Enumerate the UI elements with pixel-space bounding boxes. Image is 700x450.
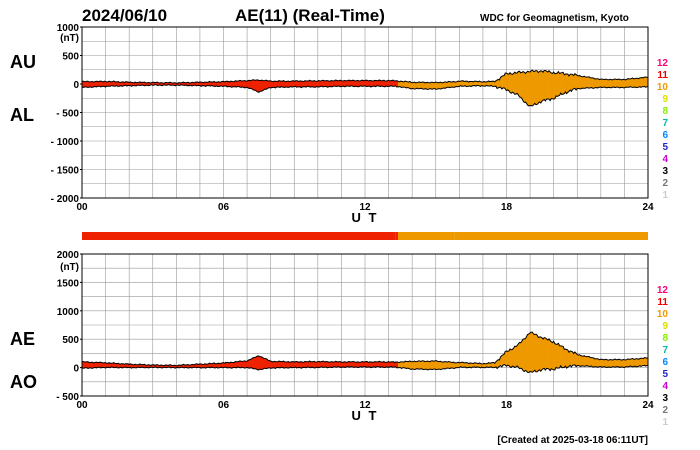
- y-tick-label: - 1000: [51, 137, 80, 148]
- station-count-label: 5: [662, 369, 668, 380]
- station-count-label: 12: [657, 58, 669, 69]
- grid-lines: [81, 253, 649, 397]
- y-tick-label: - 2000: [51, 194, 80, 205]
- x-tick-label: 06: [218, 202, 230, 213]
- series-line-al: [81, 84, 649, 107]
- station-count-label: 5: [662, 142, 668, 153]
- y-tick-label: - 500: [56, 109, 79, 120]
- station-count-label: 2: [662, 405, 668, 416]
- x-tick-label: 12: [359, 400, 371, 411]
- station-count-label: 7: [662, 118, 668, 129]
- created-timestamp: [Created at 2025-03-18 06:11UT]: [497, 435, 648, 446]
- station-count-label: 11: [657, 297, 668, 308]
- station-count-label: 6: [662, 357, 668, 368]
- y-tick-label: 2000: [57, 250, 80, 261]
- series-line-ae: [81, 331, 649, 367]
- grid-lines: [81, 26, 649, 199]
- x-tick-label: 06: [218, 400, 230, 411]
- x-tick-label: 00: [76, 202, 88, 213]
- y-tick-label: 1000: [57, 23, 80, 34]
- y-tick-label: 1000: [57, 307, 80, 318]
- station-count-label: 1: [662, 190, 668, 201]
- station-count-label: 9: [662, 94, 668, 105]
- series-label-ae: AE: [10, 329, 35, 349]
- series-label-al: AL: [10, 105, 34, 125]
- x-axis-label: U T: [352, 408, 379, 423]
- coverage-segment: [395, 232, 399, 240]
- station-count-label: 11: [657, 70, 668, 81]
- x-tick-label: 12: [359, 202, 371, 213]
- y-tick-label: - 1500: [51, 166, 80, 177]
- y-tick-label: 500: [62, 335, 79, 346]
- series-label-ao: AO: [10, 372, 37, 392]
- station-count-label: 3: [662, 166, 668, 177]
- x-tick-label: 00: [76, 400, 88, 411]
- x-tick-label: 18: [501, 202, 513, 213]
- au-al-panel: 1000 500 0 - 500 - 1000 - 1500 - 2000 (nT) 00 06 1…: [10, 23, 668, 225]
- chart-title: AE(11) (Real-Time): [235, 6, 385, 25]
- station-count-label: 8: [662, 333, 668, 344]
- y-tick-label: 500: [62, 52, 79, 63]
- plot-frame: [81, 253, 649, 397]
- coverage-segment: [454, 232, 648, 240]
- x-axis-label: U T: [352, 210, 379, 225]
- series-line-ao: [81, 364, 648, 374]
- y-tick-label: - 500: [56, 392, 79, 403]
- station-count-label: 3: [662, 393, 668, 404]
- station-count-label: 8: [662, 106, 668, 117]
- coverage-segment: [398, 232, 455, 240]
- station-coverage-bar: [82, 232, 648, 240]
- station-count-label: 9: [662, 321, 668, 332]
- y-unit-label: (nT): [60, 262, 79, 273]
- y-tick-label: 1500: [57, 278, 80, 289]
- station-count-label: 6: [662, 130, 668, 141]
- station-count-label: 10: [657, 82, 669, 93]
- x-tick-label: 24: [642, 202, 654, 213]
- x-tick-label: 24: [642, 400, 654, 411]
- y-tick-label: 0: [73, 80, 79, 91]
- station-count-label: 4: [662, 381, 668, 392]
- station-count-label: 7: [662, 345, 668, 356]
- y-tick-label: 0: [73, 364, 79, 375]
- series-label-au: AU: [10, 52, 36, 72]
- source-label: WDC for Geomagnetism, Kyoto: [480, 13, 629, 24]
- series-line-au: [81, 69, 649, 84]
- station-count-label: 2: [662, 178, 668, 189]
- y-unit-label: (nT): [60, 33, 79, 44]
- station-count-label: 12: [657, 285, 669, 296]
- ae-ao-band: [82, 332, 649, 373]
- coverage-segment: [82, 232, 396, 240]
- station-count-label: 1: [662, 417, 668, 428]
- station-count-label: 4: [662, 154, 668, 165]
- x-tick-label: 18: [501, 400, 513, 411]
- station-count-label: 10: [657, 309, 669, 320]
- date-label: 2024/06/10: [82, 6, 167, 25]
